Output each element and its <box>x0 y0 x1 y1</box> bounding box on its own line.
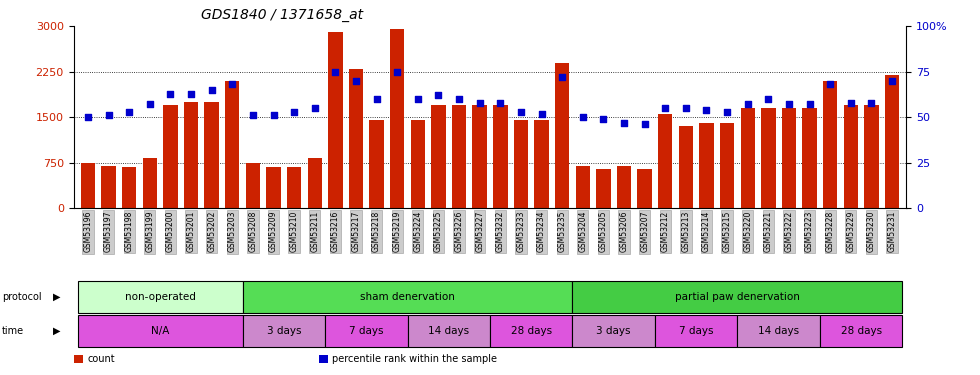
Bar <box>452 105 466 208</box>
Point <box>575 114 591 120</box>
Bar <box>164 105 177 208</box>
Bar <box>555 63 569 208</box>
Bar <box>596 169 611 208</box>
Point <box>101 112 117 118</box>
Bar <box>823 81 838 208</box>
Bar <box>493 105 508 208</box>
Point <box>637 122 653 128</box>
Bar <box>142 158 157 208</box>
Point <box>555 74 570 80</box>
Text: 7 days: 7 days <box>679 326 713 336</box>
Text: ▶: ▶ <box>53 292 61 302</box>
Point <box>616 120 632 126</box>
Bar <box>616 166 631 208</box>
Point <box>534 111 550 117</box>
Point <box>699 107 714 113</box>
Point <box>863 100 879 106</box>
Point <box>678 105 694 111</box>
Bar <box>720 123 734 208</box>
Point <box>658 105 673 111</box>
Point <box>266 112 281 118</box>
Point <box>719 109 735 115</box>
Point <box>514 109 529 115</box>
Bar <box>844 105 858 208</box>
Point <box>740 102 756 108</box>
Text: percentile rank within the sample: percentile rank within the sample <box>332 354 497 364</box>
Point <box>471 100 487 106</box>
Bar <box>431 105 446 208</box>
Bar <box>205 102 219 208</box>
Bar <box>122 167 136 208</box>
Bar <box>267 167 280 208</box>
Point <box>307 105 322 111</box>
Bar <box>411 120 425 208</box>
Bar <box>658 114 672 208</box>
Point <box>163 90 178 96</box>
Point <box>204 87 220 93</box>
Bar <box>184 102 198 208</box>
Bar <box>225 81 239 208</box>
Bar <box>308 158 322 208</box>
Point <box>410 96 425 102</box>
Point <box>286 109 302 115</box>
Bar <box>349 69 364 208</box>
Text: non-operated: non-operated <box>124 292 196 302</box>
Bar <box>287 167 301 208</box>
Text: sham denervation: sham denervation <box>360 292 455 302</box>
Bar <box>803 108 816 208</box>
Point <box>884 78 900 84</box>
Text: 14 days: 14 days <box>759 326 800 336</box>
Bar <box>514 120 528 208</box>
Bar <box>328 32 343 208</box>
Bar <box>101 166 116 208</box>
Bar <box>390 29 405 208</box>
Point <box>389 69 405 75</box>
Bar <box>575 166 590 208</box>
Bar <box>534 120 549 208</box>
Bar <box>472 105 487 208</box>
Text: protocol: protocol <box>2 292 41 302</box>
Point <box>493 100 509 106</box>
Point <box>245 112 261 118</box>
Point <box>348 78 364 84</box>
Bar <box>80 163 95 208</box>
Bar <box>741 108 755 208</box>
Point <box>368 96 384 102</box>
Text: 7 days: 7 days <box>349 326 383 336</box>
Bar <box>864 105 879 208</box>
Bar <box>246 163 260 208</box>
Point <box>122 109 137 115</box>
Text: GDS1840 / 1371658_at: GDS1840 / 1371658_at <box>201 9 363 22</box>
Point <box>760 96 776 102</box>
Text: ▶: ▶ <box>53 326 61 336</box>
Point <box>781 102 797 108</box>
Text: 14 days: 14 days <box>428 326 469 336</box>
Bar <box>369 120 384 208</box>
Bar <box>782 108 796 208</box>
Point <box>802 102 817 108</box>
Bar <box>700 123 713 208</box>
Bar <box>679 126 693 208</box>
Bar <box>885 75 900 208</box>
Bar <box>761 108 775 208</box>
Point <box>451 96 466 102</box>
Point <box>596 116 612 122</box>
Text: partial paw denervation: partial paw denervation <box>675 292 800 302</box>
Text: 3 days: 3 days <box>597 326 631 336</box>
Text: 28 days: 28 days <box>511 326 552 336</box>
Text: N/A: N/A <box>151 326 170 336</box>
Point <box>843 100 858 106</box>
Text: 28 days: 28 days <box>841 326 882 336</box>
Point <box>183 90 199 96</box>
Text: time: time <box>2 326 24 336</box>
Point <box>142 102 158 108</box>
Point <box>327 69 343 75</box>
Point <box>430 92 446 98</box>
Text: 3 days: 3 days <box>267 326 301 336</box>
Point <box>224 81 240 87</box>
Point <box>822 81 838 87</box>
Point <box>80 114 96 120</box>
Text: count: count <box>87 354 115 364</box>
Bar <box>637 169 652 208</box>
